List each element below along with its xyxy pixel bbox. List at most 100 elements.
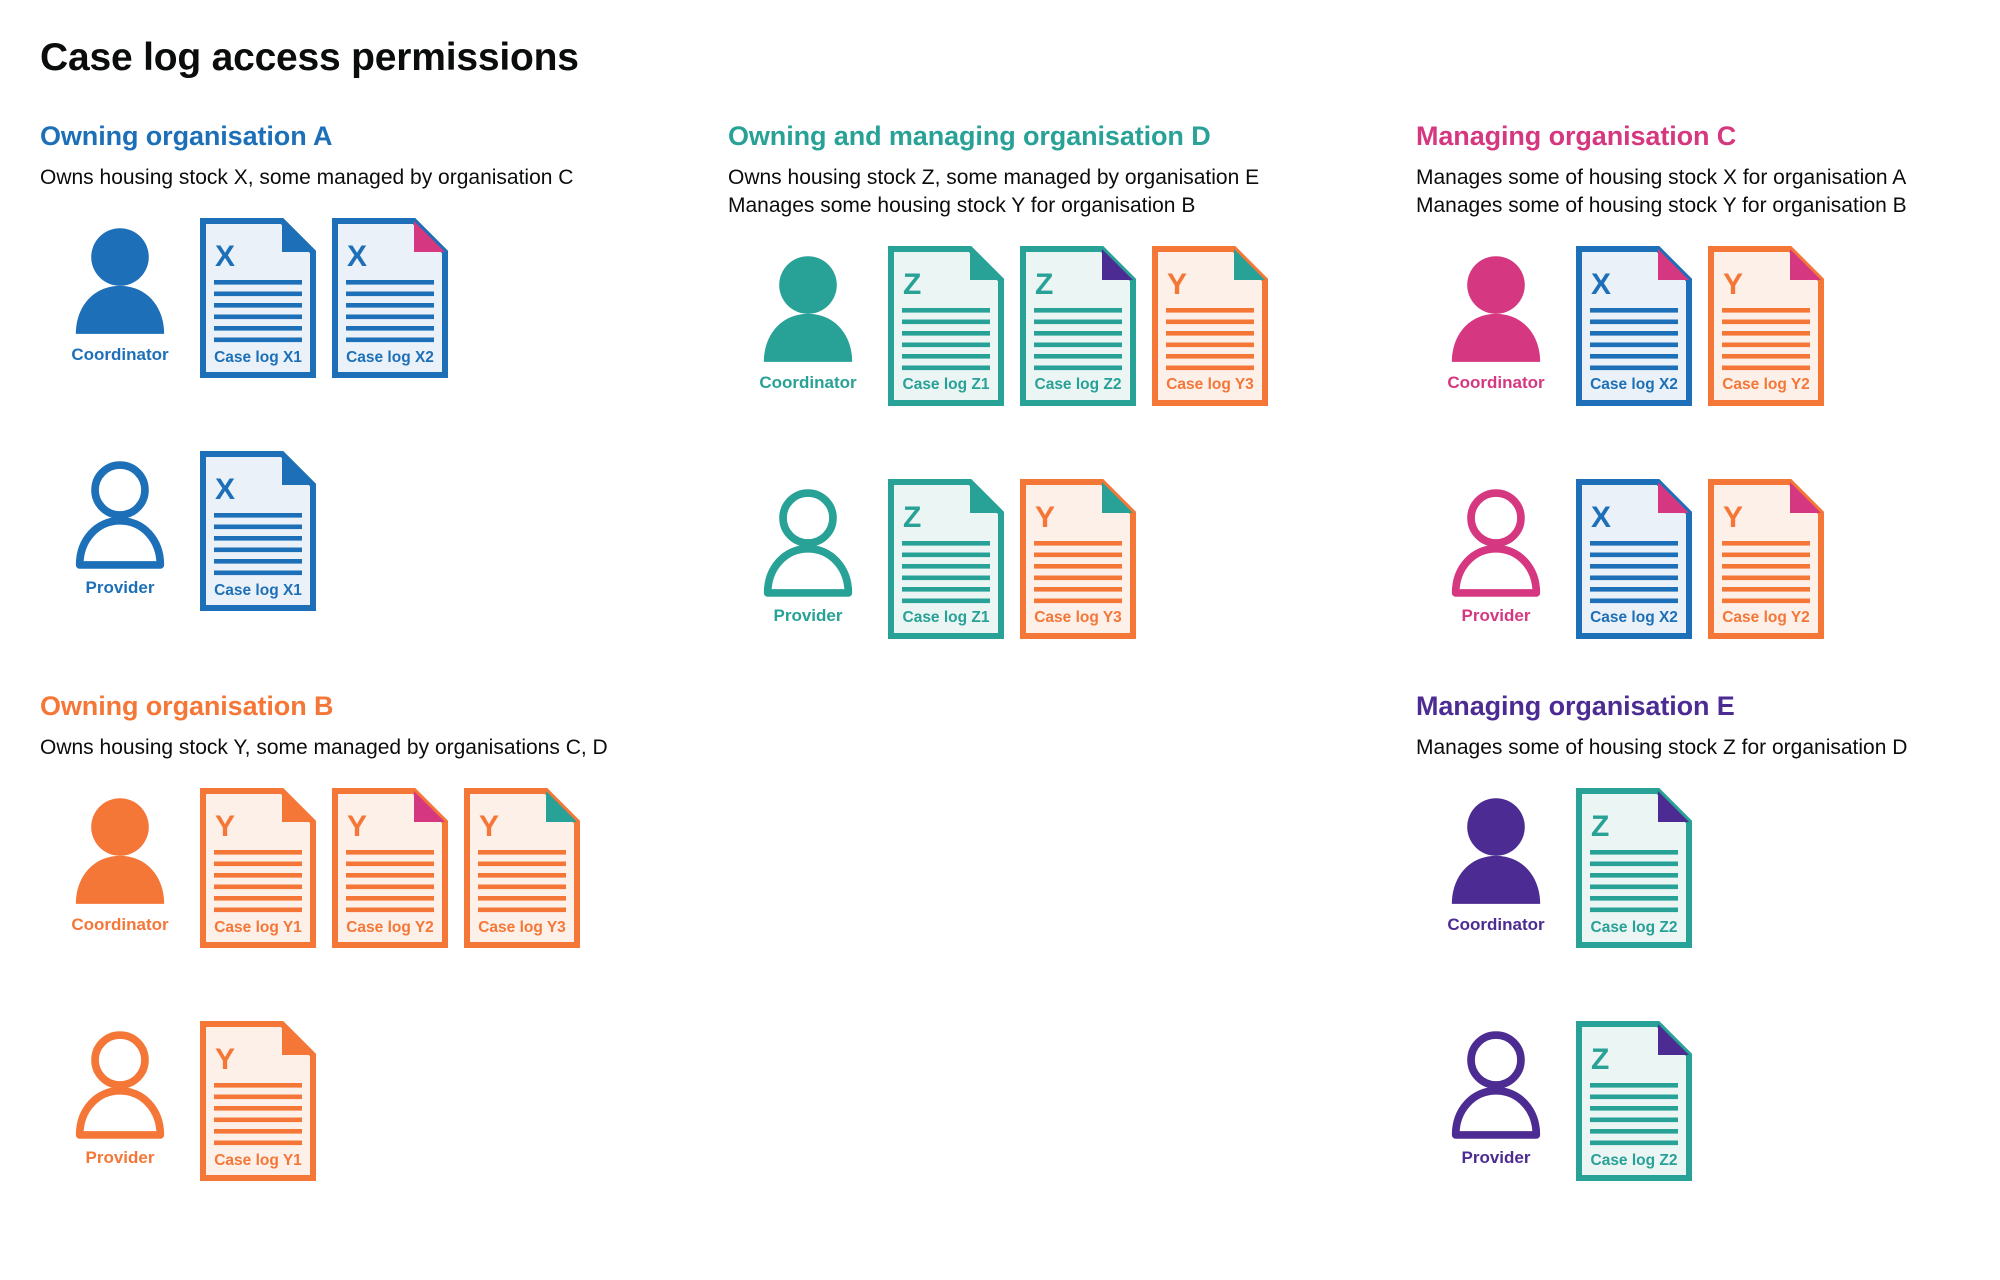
svg-text:X: X — [347, 240, 367, 273]
person-filled-icon — [1448, 256, 1544, 364]
section-description-line: Manages some of housing stock Z for orga… — [1416, 736, 1908, 760]
case-log-document: Z Case log Z1 — [888, 478, 1004, 639]
section-row-2: Owning organisation B Owns housing stock … — [40, 690, 1970, 1260]
document-icon: Y — [1020, 478, 1136, 639]
svg-text:Z: Z — [903, 268, 921, 301]
person-filled-icon — [760, 256, 856, 364]
document-icon: X — [1576, 245, 1692, 406]
section-description: Manages some of housing stock X for orga… — [1416, 164, 2000, 219]
case-log-list: X Case log X1 — [200, 451, 316, 612]
case-log-document: Y Case log Y3 — [464, 788, 580, 949]
case-log-list: Z Case log Z1 Z Case log Z2 Y Case log Y3 — [888, 245, 1268, 406]
case-log-document: Z Case log Z1 — [888, 245, 1004, 406]
section-description-line: Owns housing stock Y, some managed by or… — [40, 736, 608, 760]
user-row-coordinator: Coordinator Z Case log Z2 — [1416, 788, 2000, 993]
person-role-label: Coordinator — [759, 372, 857, 392]
svg-text:X: X — [1591, 268, 1611, 301]
case-log-document: Y Case log Y1 — [200, 788, 316, 949]
user-row-coordinator: Coordinator X Case log X1 X Case log X2 — [40, 218, 680, 423]
person-role-label: Coordinator — [71, 345, 169, 365]
case-log-list: X Case log X1 X Case log X2 — [200, 218, 448, 379]
sections-grid: Owning organisation A Owns housing stock … — [40, 120, 1970, 1260]
person-coordinator: Coordinator — [1416, 246, 1576, 391]
section-description: Owns housing stock Y, some managed by or… — [40, 734, 680, 762]
person-role-label: Coordinator — [1447, 372, 1545, 392]
case-log-document: X Case log X2 — [1576, 245, 1692, 406]
case-log-document: Y Case log Y3 — [1020, 478, 1136, 639]
person-role-label: Provider — [85, 1148, 155, 1168]
svg-text:X: X — [1591, 501, 1611, 534]
section-description-line: Manages some of housing stock Y for orga… — [1416, 194, 1907, 218]
section-title: Managing organisation E — [1416, 691, 1735, 721]
case-log-document: Y Case log Y2 — [1708, 245, 1824, 406]
page-title: Case log access permissions — [40, 36, 579, 79]
case-log-list: Y Case log Y1 — [200, 1021, 316, 1182]
case-log-document: Y Case log Y2 — [1708, 478, 1824, 639]
section-description-line: Manages some of housing stock X for orga… — [1416, 166, 1907, 190]
case-log-list: X Case log X2 Y Case log Y2 — [1576, 245, 1824, 406]
section-title: Owning and managing organisation D — [728, 121, 1211, 151]
person-role-label: Provider — [773, 605, 843, 625]
section-owning-and-managing-organisation-d: Owning and managing organisation D Owns h… — [728, 120, 1368, 712]
section-title: Managing organisation C — [1416, 121, 1737, 151]
person-outline-icon — [1448, 489, 1544, 597]
person-outline-icon — [72, 461, 168, 569]
person-outline-icon — [72, 1031, 168, 1139]
section-managing-organisation-c: Managing organisation C Manages some of h… — [1416, 120, 2000, 712]
document-icon: Z — [1020, 245, 1136, 406]
person-coordinator: Coordinator — [728, 246, 888, 391]
person-role-label: Provider — [1461, 605, 1531, 625]
person-role-label: Coordinator — [1447, 915, 1545, 935]
case-log-document: Z Case log Z2 — [1020, 245, 1136, 406]
document-icon: Y — [464, 788, 580, 949]
section-description-line: Manages some housing stock Y for organis… — [728, 194, 1196, 218]
document-icon: X — [200, 218, 316, 379]
case-log-document: Y Case log Y1 — [200, 1021, 316, 1182]
svg-text:Z: Z — [903, 501, 921, 534]
section-owning-organisation-b: Owning organisation B Owns housing stock … — [40, 690, 680, 1254]
case-log-document: X Case log X2 — [332, 218, 448, 379]
document-icon: Z — [1576, 1021, 1692, 1182]
case-log-document: Y Case log Y3 — [1152, 245, 1268, 406]
person-provider: Provider — [1416, 1021, 1576, 1166]
svg-text:Y: Y — [215, 810, 235, 843]
section-title: Owning organisation B — [40, 691, 334, 721]
section-row-1: Owning organisation A Owns housing stock … — [40, 120, 1970, 690]
section-description: Manages some of housing stock Z for orga… — [1416, 734, 2000, 762]
person-provider: Provider — [728, 479, 888, 624]
user-row-coordinator: Coordinator X Case log X2 Y Case log Y2 — [1416, 245, 2000, 451]
document-icon: Z — [888, 245, 1004, 406]
svg-text:X: X — [215, 473, 235, 506]
person-filled-icon — [1448, 798, 1544, 906]
document-icon: X — [200, 451, 316, 612]
case-log-list: Z Case log Z2 — [1576, 788, 1692, 949]
document-icon: X — [332, 218, 448, 379]
document-icon: Y — [332, 788, 448, 949]
case-log-document: Z Case log Z2 — [1576, 788, 1692, 949]
person-outline-icon — [760, 489, 856, 597]
user-row-provider: Provider Z Case log Z1 Y Case log Y3 — [728, 478, 1368, 684]
person-provider: Provider — [40, 1021, 200, 1166]
svg-text:X: X — [215, 240, 235, 273]
person-role-label: Provider — [1461, 1148, 1531, 1168]
svg-text:Y: Y — [479, 810, 499, 843]
case-log-list: X Case log X2 Y Case log Y2 — [1576, 478, 1824, 639]
document-icon: Y — [1708, 478, 1824, 639]
section-title: Owning organisation A — [40, 121, 333, 151]
case-log-document: X Case log X1 — [200, 218, 316, 379]
svg-text:Z: Z — [1591, 1043, 1609, 1076]
svg-text:Y: Y — [1035, 501, 1055, 534]
person-coordinator: Coordinator — [40, 788, 200, 933]
svg-text:Y: Y — [1723, 268, 1743, 301]
case-log-list: Z Case log Z2 — [1576, 1021, 1692, 1182]
user-row-coordinator: Coordinator Z Case log Z1 Z Case log Z2 Y Case… — [728, 245, 1368, 451]
case-log-document: X Case log X1 — [200, 451, 316, 612]
person-coordinator: Coordinator — [40, 218, 200, 363]
person-provider: Provider — [40, 451, 200, 596]
person-outline-icon — [1448, 1031, 1544, 1139]
section-description: Owns housing stock X, some managed by or… — [40, 164, 680, 192]
document-icon: X — [1576, 478, 1692, 639]
svg-text:Z: Z — [1035, 268, 1053, 301]
case-log-list: Z Case log Z1 Y Case log Y3 — [888, 478, 1136, 639]
